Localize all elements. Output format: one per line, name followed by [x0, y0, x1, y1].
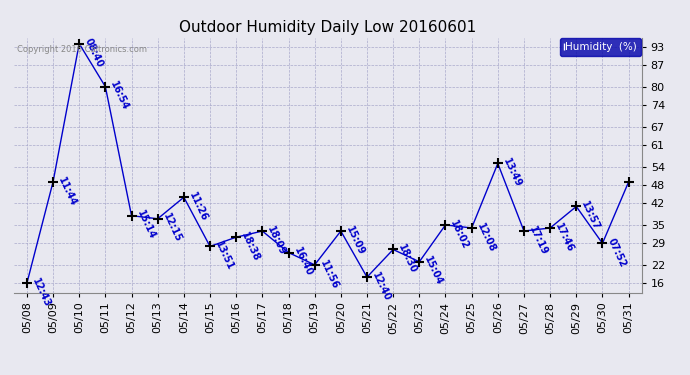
Text: 15:09: 15:09 [344, 224, 366, 257]
Legend: Humidity  (%): Humidity (%) [560, 38, 641, 56]
Text: 18:09: 18:09 [266, 224, 288, 257]
Text: 16:54: 16:54 [108, 80, 130, 112]
Title: Outdoor Humidity Daily Low 20160601: Outdoor Humidity Daily Low 20160601 [179, 20, 476, 35]
Text: 15:14: 15:14 [135, 209, 157, 242]
Text: 18:38: 18:38 [239, 231, 262, 263]
Text: 13:57: 13:57 [580, 200, 602, 232]
Text: 13:49: 13:49 [501, 157, 523, 189]
Text: 17:46: 17:46 [553, 221, 575, 254]
Text: 16:40: 16:40 [292, 246, 314, 278]
Text: 11:44: 11:44 [56, 175, 79, 207]
Text: 08:40: 08:40 [82, 37, 105, 69]
Text: 13:51: 13:51 [213, 240, 235, 272]
Text: 18:02: 18:02 [448, 218, 471, 250]
Text: 11:56: 11:56 [318, 258, 340, 291]
Text: 12:43: 12:43 [30, 277, 52, 309]
Text: 18:30: 18:30 [396, 243, 419, 275]
Text: 17:19: 17:19 [527, 224, 549, 257]
Text: 07:52: 07:52 [606, 237, 628, 269]
Text: 12:08: 12:08 [475, 221, 497, 254]
Text: 12:40: 12:40 [370, 270, 393, 303]
Text: Copyright 2016 Caltronics.com: Copyright 2016 Caltronics.com [17, 45, 147, 54]
Text: 11:26: 11:26 [187, 190, 209, 223]
Text: 12:15: 12:15 [161, 212, 183, 244]
Text: 15:04: 15:04 [422, 255, 444, 287]
